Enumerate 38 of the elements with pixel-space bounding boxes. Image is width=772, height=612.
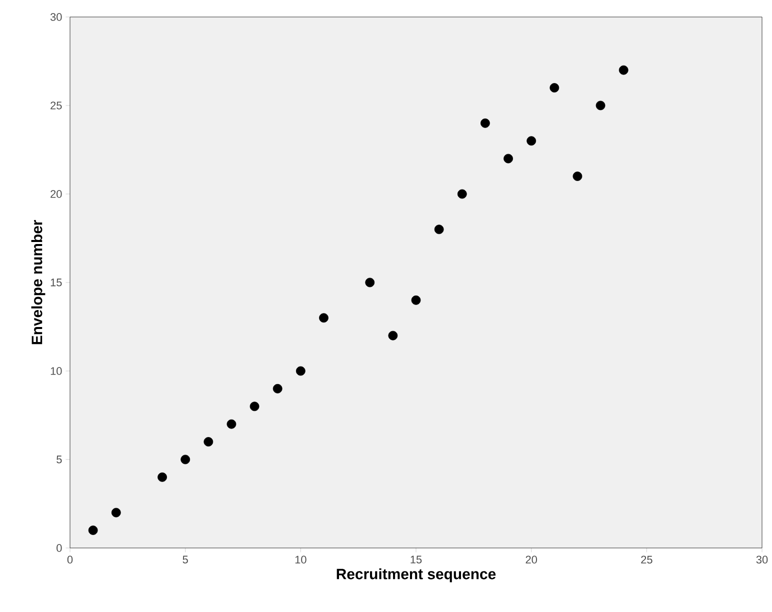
point: [411, 295, 421, 305]
point: [158, 472, 167, 482]
point: [504, 154, 513, 164]
point: [618, 65, 628, 75]
y-tick-label: 30: [50, 13, 62, 21]
point: [250, 402, 260, 412]
y-tick-label: 25: [50, 102, 62, 110]
point: [365, 278, 375, 288]
point: [388, 330, 398, 340]
point: [111, 508, 121, 518]
point: [204, 437, 214, 446]
x-tick-label: 20: [526, 556, 537, 564]
x-tick-label: 30: [756, 556, 768, 564]
point: [434, 224, 444, 234]
point: [480, 118, 490, 128]
y-tick-label: 5: [56, 456, 62, 464]
x-tick-label: 15: [410, 556, 422, 564]
x-tick-label: 25: [641, 556, 652, 564]
point: [319, 313, 328, 323]
point: [550, 83, 560, 92]
point: [272, 384, 282, 394]
x-tick-label: 5: [182, 556, 188, 564]
point: [596, 100, 606, 110]
point: [526, 136, 536, 146]
x-axis-title: Recruitment sequence: [336, 568, 496, 582]
x-tick-label: 10: [295, 556, 306, 564]
y-tick-label: 15: [50, 278, 62, 286]
point: [226, 419, 236, 429]
y-axis-title: Envelope number: [31, 220, 46, 344]
point: [180, 454, 190, 464]
y-tick-label: 0: [56, 544, 62, 552]
point: [572, 172, 582, 181]
point: [296, 366, 306, 376]
y-tick-label: 20: [50, 190, 62, 198]
point: [457, 189, 467, 199]
point: [88, 526, 98, 535]
x-tick-label: 0: [67, 556, 73, 564]
y-tick-label: 10: [50, 367, 62, 375]
